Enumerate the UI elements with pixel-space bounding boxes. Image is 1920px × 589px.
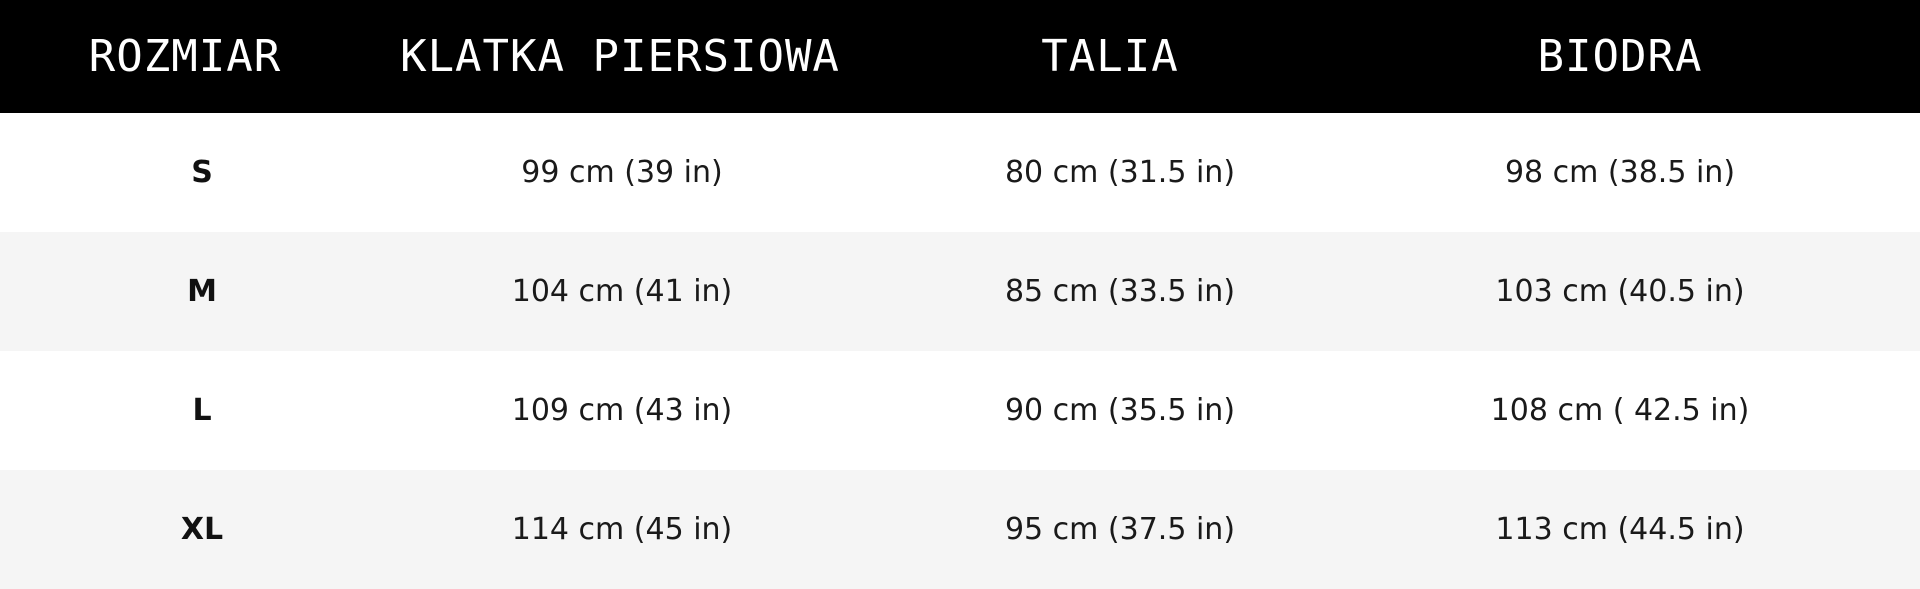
waist-cell: 85 cm (33.5 in) <box>1004 274 1236 309</box>
hips-cell: 98 cm (38.5 in) <box>1504 155 1736 190</box>
size-cell: M <box>187 274 217 309</box>
table-row: S 99 cm (39 in) 80 cm (31.5 in) 98 cm (3… <box>0 113 1920 232</box>
hips-cell: 113 cm (44.5 in) <box>1495 512 1745 547</box>
waist-cell: 90 cm (35.5 in) <box>1004 393 1236 428</box>
chest-cell: 114 cm (45 in) <box>511 512 733 547</box>
header-waist: TALIA <box>1041 31 1179 82</box>
chest-cell: 109 cm (43 in) <box>511 393 733 428</box>
size-cell: S <box>191 155 213 190</box>
header-size: ROZMIAR <box>88 31 282 82</box>
table-row: XL 114 cm (45 in) 95 cm (37.5 in) 113 cm… <box>0 470 1920 589</box>
waist-cell: 80 cm (31.5 in) <box>1004 155 1236 190</box>
waist-cell: 95 cm (37.5 in) <box>1004 512 1236 547</box>
header-chest: KLATKA PIERSIOWA <box>400 31 840 82</box>
size-cell: L <box>192 393 212 428</box>
hips-cell: 108 cm ( 42.5 in) <box>1490 393 1750 428</box>
size-cell: XL <box>180 512 224 547</box>
chest-cell: 104 cm (41 in) <box>511 274 733 309</box>
table-row: M 104 cm (41 in) 85 cm (33.5 in) 103 cm … <box>0 232 1920 351</box>
table-row: L 109 cm (43 in) 90 cm (35.5 in) 108 cm … <box>0 351 1920 470</box>
table-header-row: ROZMIAR KLATKA PIERSIOWA TALIA BIODRA <box>0 0 1920 113</box>
chest-cell: 99 cm (39 in) <box>521 155 723 190</box>
header-hips: BIODRA <box>1537 31 1703 82</box>
hips-cell: 103 cm (40.5 in) <box>1495 274 1745 309</box>
